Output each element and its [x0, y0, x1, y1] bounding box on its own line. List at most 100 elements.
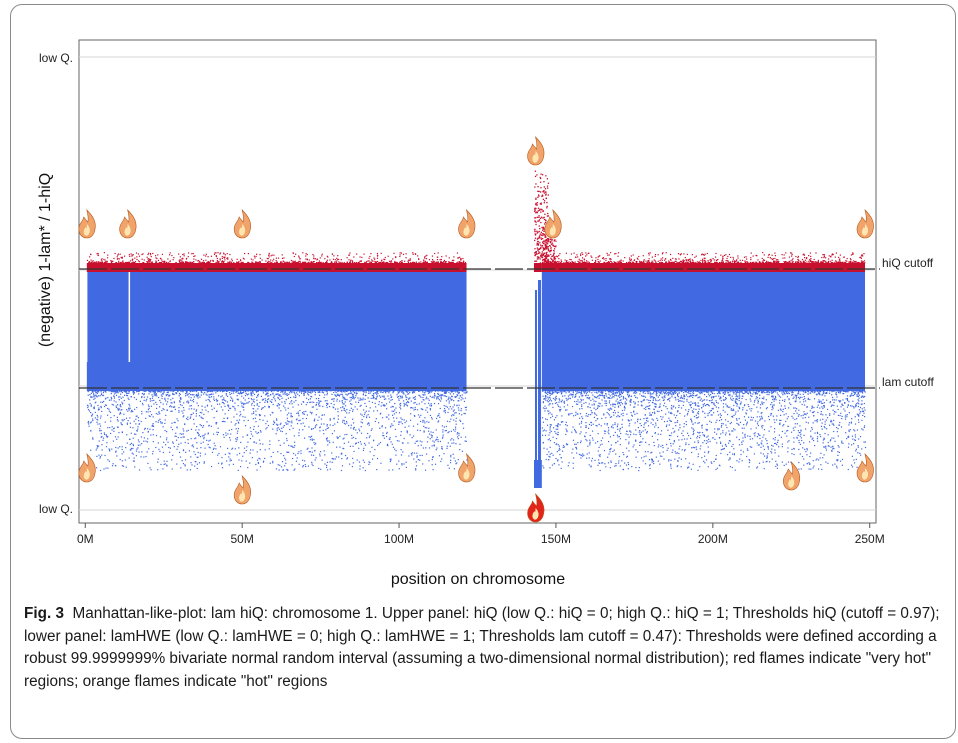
lam-point: [788, 440, 790, 442]
lam-point: [461, 450, 464, 452]
lam-point: [187, 442, 189, 444]
lam-point: [87, 409, 90, 411]
lam-point: [437, 396, 440, 398]
lam-point: [579, 413, 582, 415]
lam-point: [132, 410, 134, 413]
lam-point: [818, 401, 821, 404]
lam-point: [726, 454, 729, 456]
hiQ-point: [103, 252, 105, 254]
lam-point: [252, 435, 254, 437]
hiQ-point: [390, 260, 392, 262]
lam-point: [844, 402, 846, 404]
lam-point: [656, 395, 658, 397]
lam-point: [805, 414, 807, 416]
lam-point: [818, 399, 820, 401]
lam-point: [193, 408, 195, 410]
lam-point: [405, 402, 408, 404]
lam-point: [760, 412, 762, 414]
lam-point: [107, 467, 109, 469]
hiQ-point: [223, 257, 226, 259]
lam-point: [734, 391, 737, 393]
lam-point: [228, 464, 230, 466]
lam-point: [342, 419, 344, 421]
lam-point: [197, 451, 199, 454]
lam-point: [324, 390, 326, 392]
lam-point: [426, 407, 428, 409]
lam-point: [87, 421, 89, 424]
lam-point: [690, 401, 692, 403]
lam-point: [152, 425, 155, 427]
lam-point: [805, 421, 807, 423]
hiQ-point: [371, 260, 374, 262]
lam-point: [772, 404, 774, 406]
lam-point: [764, 420, 766, 422]
lam-point: [152, 440, 154, 443]
hiQ-point: [306, 259, 308, 261]
lam-point: [709, 390, 711, 392]
lam-point: [437, 415, 439, 417]
lam-point: [419, 454, 421, 456]
lam-point: [687, 466, 689, 468]
lam-point: [691, 427, 693, 429]
lam-point: [460, 390, 462, 392]
lam-point: [303, 413, 306, 415]
lam-point: [163, 463, 165, 466]
lam-point: [101, 454, 103, 456]
lam-point: [159, 418, 161, 420]
lam-point: [587, 394, 589, 396]
lam-point: [183, 436, 185, 438]
lam-point: [754, 390, 756, 392]
hiQ-point: [395, 261, 397, 264]
hiQ-point: [402, 253, 405, 256]
lam-point: [623, 405, 626, 407]
lam-point: [796, 390, 798, 392]
lam-point: [222, 402, 225, 404]
lam-point: [145, 417, 147, 419]
lam-point: [546, 400, 548, 402]
lam-point: [603, 414, 605, 416]
lam-point: [794, 394, 796, 396]
lam-point: [142, 431, 144, 434]
lam-point: [97, 416, 99, 418]
hiQ-point: [219, 258, 221, 260]
lam-point: [557, 434, 559, 436]
lam-point: [102, 394, 104, 397]
hiQ-point: [159, 261, 162, 264]
lam-point: [401, 423, 403, 425]
lam-point: [705, 404, 708, 406]
lam-point: [419, 429, 421, 432]
lam-point: [658, 391, 660, 393]
lam-point: [698, 396, 700, 398]
lam-point: [646, 417, 649, 419]
lam-point: [436, 390, 438, 392]
lam-point: [272, 423, 274, 426]
lam-point: [702, 434, 704, 436]
lam-point: [244, 395, 247, 397]
hiQ-point: [387, 261, 389, 264]
lam-point: [419, 416, 421, 418]
lam-point: [191, 400, 193, 402]
lam-point: [634, 402, 636, 404]
lam-point: [87, 405, 89, 407]
hiQ-point: [305, 255, 307, 257]
lam-point: [690, 403, 692, 406]
lam-point: [92, 390, 94, 392]
lam-point: [442, 436, 444, 438]
lam-point: [721, 390, 724, 392]
lam-point: [832, 399, 834, 401]
lam-point: [208, 399, 210, 401]
lam-point: [191, 464, 193, 466]
lam-point: [340, 390, 342, 392]
lam-point: [320, 468, 322, 470]
lam-point: [753, 404, 755, 406]
lam-point: [755, 391, 757, 394]
hiQ-point: [157, 259, 160, 261]
lam-point: [776, 443, 778, 446]
lam-point: [447, 442, 449, 444]
lam-point: [708, 412, 711, 414]
lam-point: [383, 396, 385, 398]
lam-point: [286, 417, 288, 419]
lam-point: [683, 438, 686, 440]
lam-point: [99, 428, 101, 430]
lam-point: [793, 441, 795, 443]
